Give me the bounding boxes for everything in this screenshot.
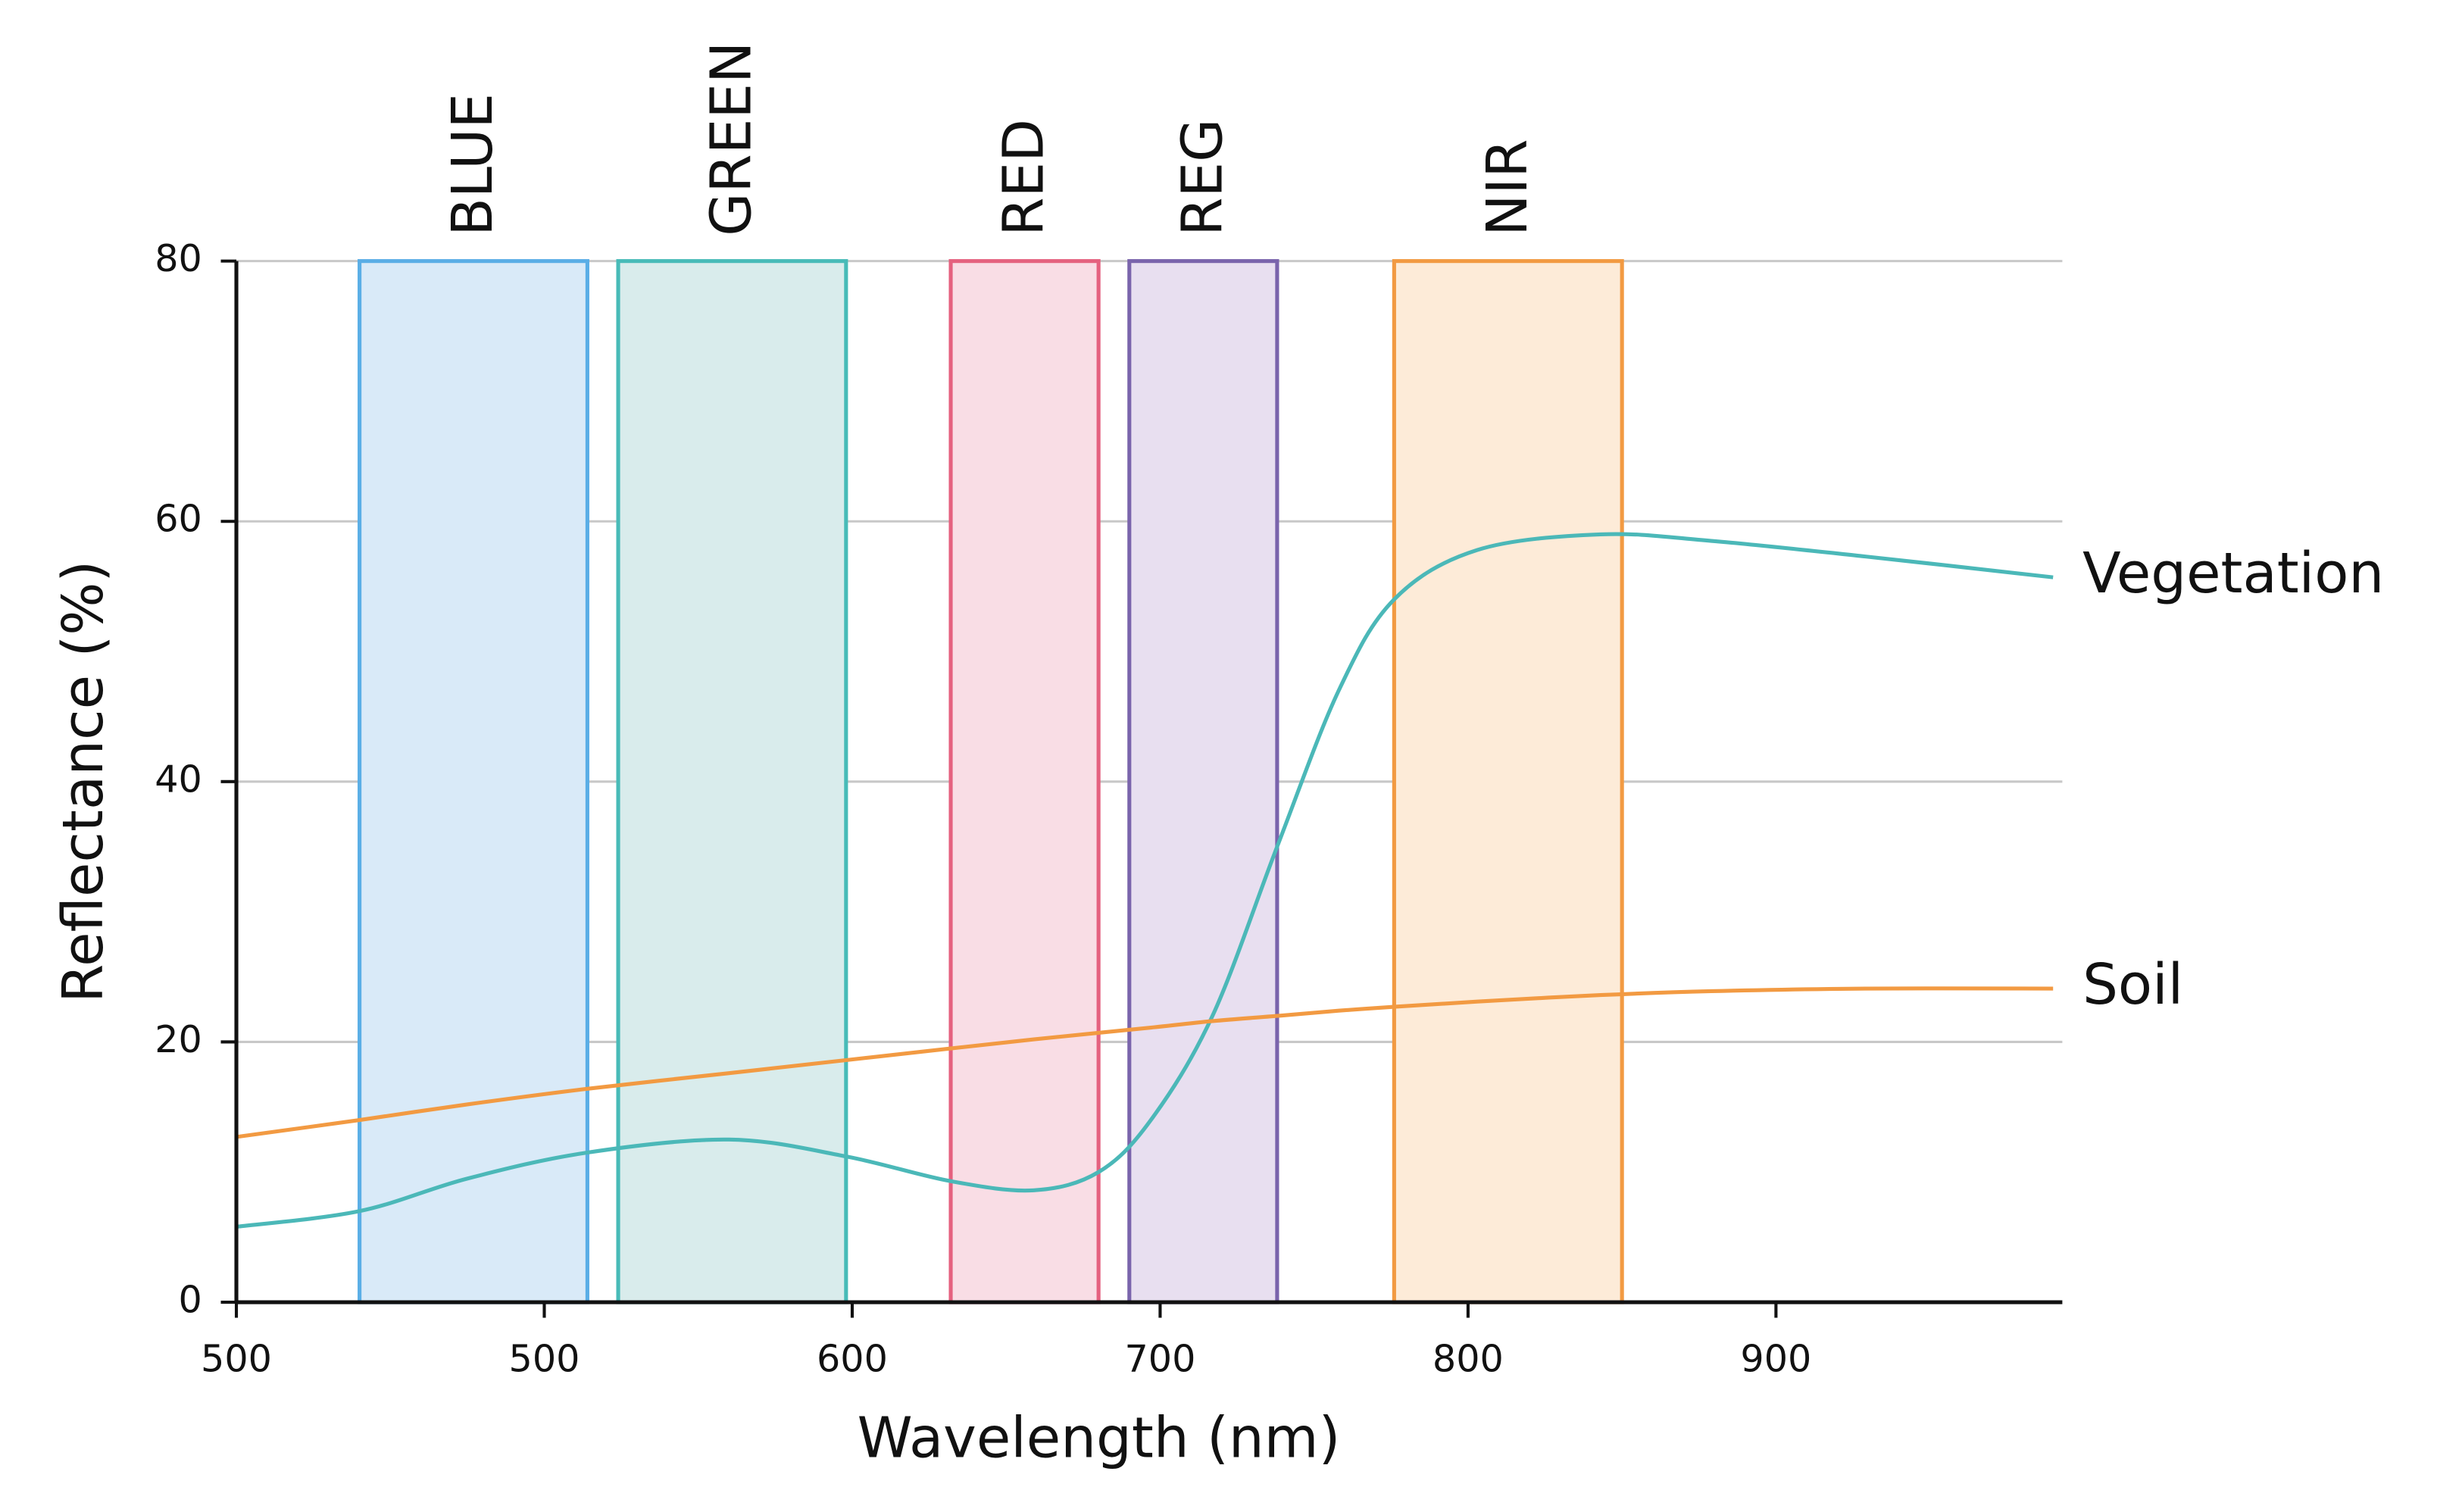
x-tick-label: 900 <box>1740 1337 1811 1381</box>
y-tick-label: 60 <box>155 497 202 541</box>
x-tick-label: 700 <box>1124 1337 1195 1381</box>
band-label: GREEN <box>699 42 764 236</box>
y-axis-label: Reflectance (%) <box>51 561 116 1003</box>
y-tick-label: 80 <box>155 236 202 280</box>
series-line <box>236 986 2054 1139</box>
series-line <box>236 532 2054 1229</box>
band <box>1127 259 1279 1304</box>
band-label: RED <box>992 119 1057 236</box>
band <box>1392 259 1624 1304</box>
band <box>948 259 1101 1304</box>
x-axis-label: Wavelength (nm) <box>858 1406 1341 1471</box>
x-tick-label: 600 <box>817 1337 888 1381</box>
y-tick-label: 40 <box>155 757 202 801</box>
y-tick-label: 20 <box>155 1017 202 1061</box>
x-tick-label: 500 <box>201 1337 272 1381</box>
series-label: Vegetation <box>2082 541 2384 606</box>
band-label: BLUE <box>440 93 505 236</box>
y-tick-label: 0 <box>179 1278 202 1322</box>
band <box>358 259 589 1304</box>
band-label: REG <box>1170 119 1235 236</box>
x-tick-label: 800 <box>1433 1337 1504 1381</box>
band-label: NIR <box>1475 139 1540 236</box>
series-label: Soil <box>2082 952 2183 1017</box>
x-tick-label: 500 <box>509 1337 580 1381</box>
band <box>616 259 848 1304</box>
